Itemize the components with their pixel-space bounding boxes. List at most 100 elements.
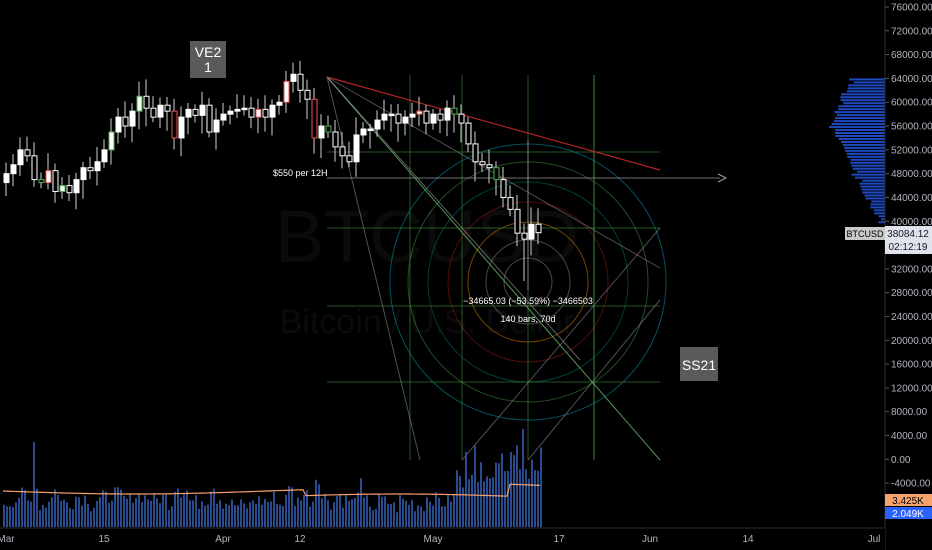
label-ve2[interactable]: VE2 1: [190, 41, 226, 78]
candle-body[interactable]: [346, 155, 353, 163]
candle-body[interactable]: [479, 161, 486, 166]
candle-body[interactable]: [486, 164, 493, 169]
candle-body[interactable]: [52, 170, 59, 193]
candle-body[interactable]: [297, 73, 304, 91]
label-ss21[interactable]: SS21: [680, 347, 718, 381]
candle-body[interactable]: [262, 108, 269, 118]
candlestick-series[interactable]: [3, 60, 542, 281]
candle-body[interactable]: [388, 113, 395, 117]
time-axis[interactable]: Mar15Apr12May17Jun14Jul12: [0, 527, 932, 550]
candle-body[interactable]: [164, 104, 171, 112]
candle-body[interactable]: [192, 108, 199, 116]
candle-body[interactable]: [234, 108, 241, 112]
volume-bar: [102, 490, 104, 527]
candle-body[interactable]: [178, 116, 185, 139]
candle-body[interactable]: [199, 104, 206, 116]
candle-body[interactable]: [150, 107, 157, 118]
candle-body[interactable]: [87, 167, 94, 172]
candle-body[interactable]: [24, 149, 31, 157]
candle-body[interactable]: [325, 125, 332, 133]
volume-bar: [210, 491, 212, 527]
candle-body[interactable]: [500, 179, 507, 198]
y-tick-label: 60000.00: [891, 98, 932, 109]
candle-body[interactable]: [360, 128, 367, 136]
candle-body[interactable]: [241, 107, 248, 111]
drawing-tools[interactable]: [326, 75, 728, 461]
volume-bar: [528, 478, 530, 527]
candle-body[interactable]: [136, 95, 143, 112]
candle-body[interactable]: [465, 122, 472, 145]
candle-body[interactable]: [38, 179, 45, 184]
candle-body[interactable]: [367, 128, 374, 132]
drawing-line: [326, 76, 661, 461]
candle-body[interactable]: [458, 113, 465, 124]
price-axis[interactable]: 76000.00 72000.00 68000.00 64000.00 60000.00…: [845, 0, 932, 550]
candle-body[interactable]: [395, 113, 402, 124]
candle-body[interactable]: [304, 89, 311, 100]
candle-body[interactable]: [108, 131, 115, 151]
candle-body[interactable]: [206, 104, 213, 133]
candle-body[interactable]: [129, 110, 136, 127]
candle-body[interactable]: [283, 80, 290, 103]
candle-body[interactable]: [332, 131, 339, 148]
candle-body[interactable]: [514, 208, 521, 234]
candle-body[interactable]: [472, 143, 479, 163]
candle-body[interactable]: [493, 167, 500, 181]
candle-body[interactable]: [45, 170, 52, 184]
candle-body[interactable]: [115, 116, 122, 133]
candle-body[interactable]: [416, 110, 423, 115]
candle-body[interactable]: [290, 73, 297, 82]
volume-bar: [273, 491, 275, 527]
candle-body[interactable]: [227, 110, 234, 115]
volume-bar: [285, 494, 287, 527]
candle-body[interactable]: [409, 113, 416, 118]
candle-body[interactable]: [157, 104, 164, 118]
candle-body[interactable]: [31, 155, 38, 181]
volume-bar: [114, 487, 116, 527]
volume-bar: [192, 500, 194, 527]
candle-body[interactable]: [437, 113, 444, 121]
volume-tags: 3.425K 2.049K: [885, 494, 932, 520]
candle-body[interactable]: [423, 110, 430, 124]
candle-body[interactable]: [80, 167, 87, 181]
measure-label-2: 140 bars, 70d: [500, 314, 555, 324]
candle-body[interactable]: [444, 107, 451, 121]
candle-body[interactable]: [269, 104, 276, 118]
volume-bar: [498, 463, 500, 527]
volume-bar: [234, 505, 236, 527]
candle-body[interactable]: [94, 161, 101, 172]
candle-body[interactable]: [451, 107, 458, 115]
candle-body[interactable]: [101, 149, 108, 163]
candle-body[interactable]: [3, 173, 10, 184]
candle-body[interactable]: [535, 223, 542, 234]
candle-body[interactable]: [381, 113, 388, 121]
candle-body[interactable]: [220, 113, 227, 121]
volume-bar: [228, 505, 230, 527]
candle-body[interactable]: [255, 108, 262, 118]
candle-body[interactable]: [10, 164, 17, 175]
candle-body[interactable]: [122, 116, 129, 127]
candle-body[interactable]: [248, 107, 255, 118]
candle-body[interactable]: [339, 146, 346, 157]
candle-body[interactable]: [276, 101, 283, 106]
candle-body[interactable]: [521, 232, 528, 240]
candle-body[interactable]: [311, 98, 318, 139]
candle-body[interactable]: [17, 149, 24, 166]
candle-body[interactable]: [402, 116, 409, 124]
candle-body[interactable]: [73, 179, 80, 194]
candle-body[interactable]: [430, 113, 437, 124]
candle-body[interactable]: [59, 185, 66, 193]
candle-body[interactable]: [143, 95, 150, 109]
candle-body[interactable]: [507, 196, 514, 210]
volume-bar: [132, 502, 134, 527]
candle-body[interactable]: [318, 125, 325, 139]
candle-body[interactable]: [185, 108, 192, 118]
candle-body[interactable]: [374, 119, 381, 130]
candle-body[interactable]: [213, 119, 220, 133]
candle-body[interactable]: [528, 223, 535, 240]
candle-body[interactable]: [353, 134, 360, 163]
candle-body[interactable]: [171, 110, 178, 139]
candle-body[interactable]: [66, 185, 73, 194]
volume-bar: [219, 500, 221, 527]
